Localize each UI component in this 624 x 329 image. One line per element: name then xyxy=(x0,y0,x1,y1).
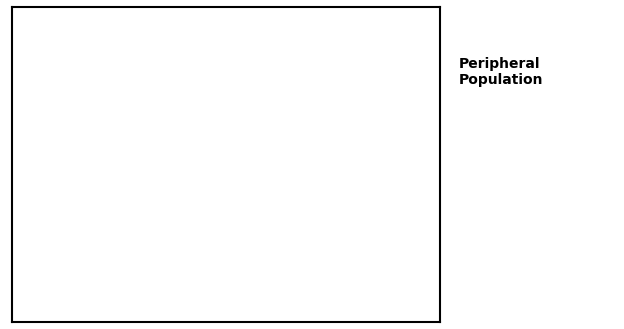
Text: Peripheral
Population: Peripheral Population xyxy=(459,57,543,88)
